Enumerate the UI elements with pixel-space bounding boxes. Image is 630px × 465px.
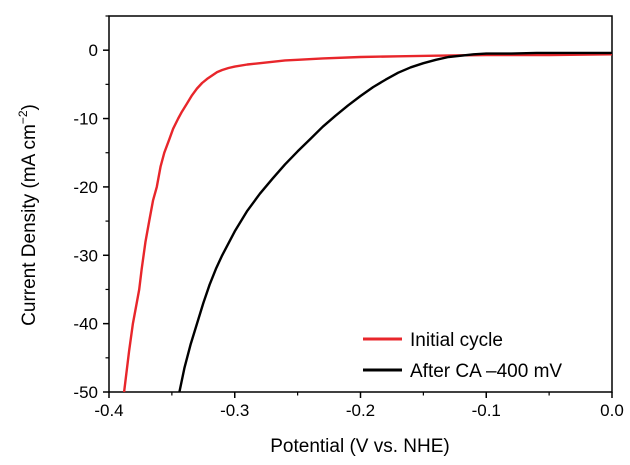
- x-tick-label: -0.4: [94, 401, 123, 420]
- plot-border: [108, 15, 613, 393]
- series-line-1: [178, 51, 612, 393]
- legend-label-initial-cycle: Initial cycle: [410, 330, 503, 351]
- y-axis-title-close: ): [19, 104, 40, 110]
- legend-label-after-ca: After CA –400 mV: [410, 361, 562, 382]
- series-line-0: [122, 53, 613, 393]
- y-axis-title-superscript: −2: [16, 110, 30, 124]
- ticks-layer: -0.4 -0.3 -0.2 -0.1 0.0 0 -10 -20 -30 -40 -50: [73, 15, 624, 420]
- y-axis-title: Current Density (mA cm−2): [16, 104, 40, 326]
- x-tick-label: 0.0: [600, 401, 624, 420]
- y-tick-label: 0: [89, 41, 98, 60]
- x-tick-label: -0.3: [220, 401, 249, 420]
- y-tick-label: -30: [73, 246, 98, 265]
- y-tick-label: -10: [73, 110, 98, 129]
- series-layer: [122, 51, 613, 393]
- y-tick-label: -50: [73, 383, 98, 402]
- x-axis-title: Potential (V vs. NHE): [270, 436, 450, 457]
- y-tick-label: -40: [73, 315, 98, 334]
- y-tick-label: -20: [73, 178, 98, 197]
- plot-frame: [108, 15, 613, 393]
- x-tick-label: -0.1: [472, 401, 501, 420]
- x-tick-label: -0.2: [346, 401, 375, 420]
- legend: Initial cycle After CA –400 mV: [363, 330, 562, 382]
- y-axis-title-main: Current Density (mA cm: [19, 124, 40, 326]
